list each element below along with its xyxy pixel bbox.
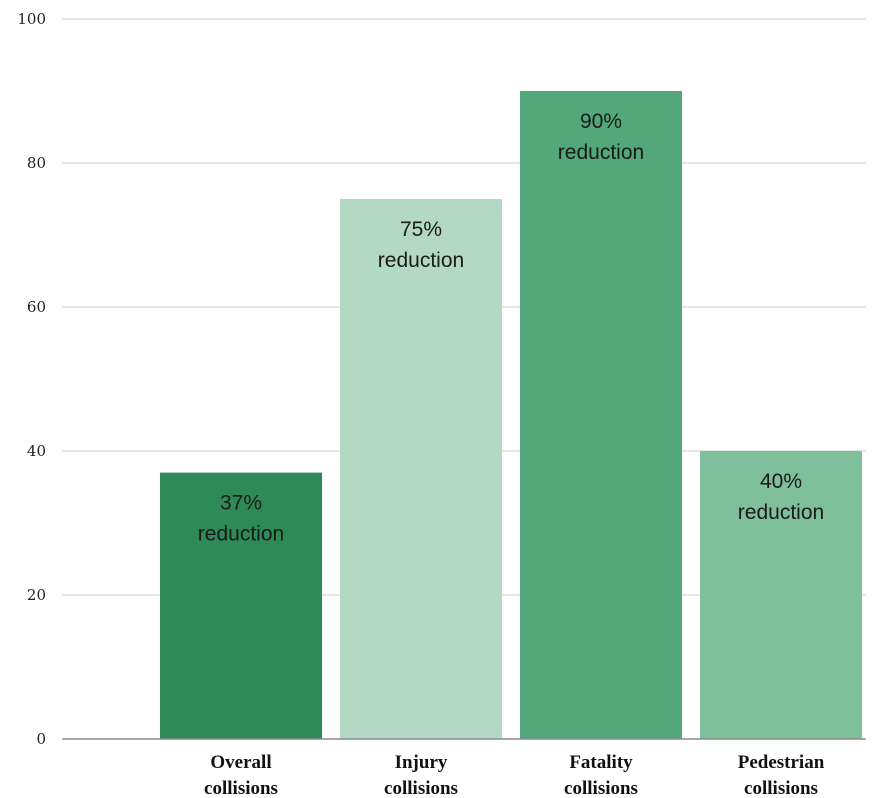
y-axis-ticks: 0 20 40 60 80 100: [17, 10, 46, 748]
x-tick-label: collisions: [564, 778, 638, 798]
y-tick-label: 100: [17, 10, 46, 28]
y-tick-label: 80: [27, 154, 46, 172]
bar-data-label: reduction: [198, 523, 284, 546]
bar-data-label: reduction: [558, 141, 644, 164]
bars: [160, 91, 862, 739]
y-tick-label: 40: [27, 442, 46, 460]
x-tick-label: Fatality: [569, 752, 633, 773]
bar-data-label: 40%: [760, 470, 802, 493]
bar: [520, 91, 682, 739]
bar: [160, 472, 322, 739]
x-tick-label: Overall: [210, 752, 271, 773]
bar-data-label: reduction: [378, 249, 464, 272]
x-axis-labels: Overall collisions Injury collisions Fatalit…: [204, 752, 825, 798]
y-tick-label: 0: [36, 730, 46, 748]
bar-data-label: 37%: [220, 492, 262, 515]
x-tick-label: Pedestrian: [738, 752, 825, 773]
bar-data-label: reduction: [738, 501, 824, 524]
x-tick-label: Injury: [395, 752, 448, 773]
y-tick-label: 20: [27, 586, 46, 604]
bar-data-label: 75%: [400, 218, 442, 241]
x-tick-label: collisions: [744, 778, 818, 798]
y-tick-label: 60: [27, 298, 46, 316]
bar-data-label: 90%: [580, 110, 622, 133]
x-tick-label: collisions: [384, 778, 458, 798]
x-tick-label: collisions: [204, 778, 278, 798]
bar: [700, 451, 862, 739]
bar-labels: 37% reduction 75% reduction 90% reduction 40% r…: [198, 110, 824, 546]
bar: [340, 199, 502, 739]
